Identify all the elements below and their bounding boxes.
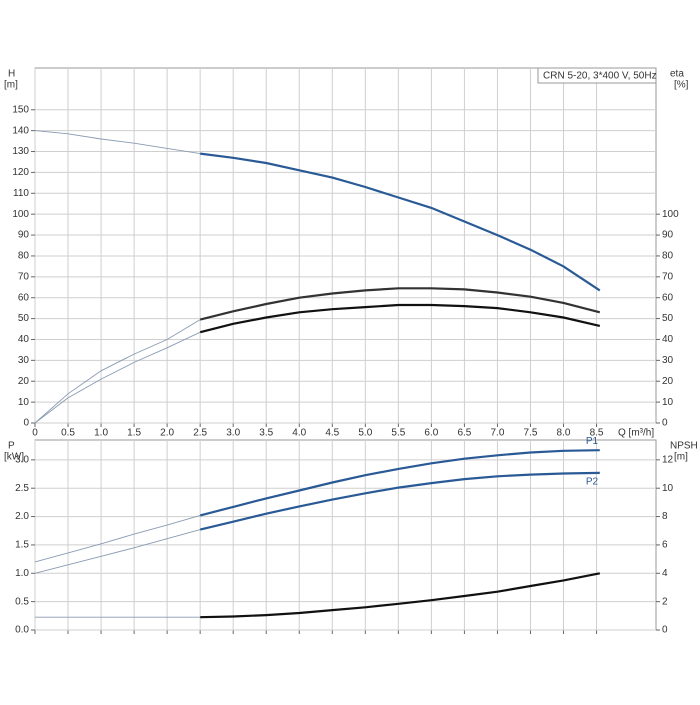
y2-tick-label: 2 bbox=[662, 596, 668, 607]
curve-thin bbox=[34, 514, 201, 563]
curve bbox=[199, 287, 601, 321]
curve-thin bbox=[34, 130, 201, 155]
x-tick-label: 5.5 bbox=[391, 428, 405, 439]
y-tick-label: 3.0 bbox=[15, 454, 29, 465]
y-tick-label: 0 bbox=[23, 418, 29, 429]
y2-axis-unit: [%] bbox=[674, 80, 689, 91]
y2-tick-label: 20 bbox=[662, 376, 674, 387]
y-tick-label: 110 bbox=[13, 188, 29, 199]
curve bbox=[200, 572, 601, 619]
y2-tick-label: 10 bbox=[662, 483, 674, 494]
y-tick-label: 70 bbox=[18, 271, 30, 282]
y-tick-label: 100 bbox=[12, 209, 29, 220]
y-tick-label: 60 bbox=[18, 292, 30, 303]
y-tick-label: 30 bbox=[18, 355, 30, 366]
y2-tick-label: 0 bbox=[662, 625, 668, 636]
y2-tick-label: 60 bbox=[662, 292, 674, 303]
y2-tick-label: 90 bbox=[662, 230, 674, 241]
x-tick-label: 4.0 bbox=[292, 428, 306, 439]
x-tick-label: 8.5 bbox=[590, 428, 604, 439]
y2-tick-label: 70 bbox=[662, 271, 674, 282]
x-tick-label: 7.0 bbox=[490, 428, 504, 439]
y-tick-label: 2.0 bbox=[15, 511, 29, 522]
x-tick-label: 1.0 bbox=[94, 428, 108, 439]
y-axis-label: P bbox=[8, 441, 15, 452]
y-tick-label: 140 bbox=[12, 125, 29, 136]
y2-tick-label: 30 bbox=[662, 355, 674, 366]
curve-thin bbox=[34, 331, 201, 424]
series-label: P2 bbox=[586, 477, 599, 488]
y-tick-label: 120 bbox=[12, 167, 29, 178]
y2-tick-label: 100 bbox=[662, 209, 679, 220]
y2-axis-label: eta bbox=[670, 69, 684, 80]
x-tick-label: 1.5 bbox=[127, 428, 141, 439]
annotation: CRN 5-20, 3*400 V, 50Hz bbox=[543, 71, 657, 82]
y2-tick-label: 0 bbox=[662, 418, 668, 429]
plot-frame bbox=[34, 67, 657, 424]
y-tick-label: 20 bbox=[18, 376, 30, 387]
x-tick-label: 3.0 bbox=[226, 428, 240, 439]
x-tick-label: 6.0 bbox=[424, 428, 438, 439]
x-tick-label: 6.5 bbox=[457, 428, 471, 439]
y2-tick-label: 40 bbox=[662, 334, 674, 345]
y2-tick-label: 12 bbox=[662, 454, 674, 465]
y2-axis-unit: [m] bbox=[674, 452, 688, 463]
x-tick-label: 0.5 bbox=[61, 428, 75, 439]
curve bbox=[199, 471, 600, 531]
y2-axis-label: NPSH bbox=[670, 441, 698, 452]
y-tick-label: 40 bbox=[18, 334, 30, 345]
x-tick-label: 7.5 bbox=[524, 428, 538, 439]
x-tick-label: 3.5 bbox=[259, 428, 273, 439]
y2-tick-label: 50 bbox=[662, 313, 674, 324]
y-axis-unit: [m] bbox=[4, 80, 18, 91]
curve-thin bbox=[34, 319, 201, 424]
y-tick-label: 50 bbox=[18, 313, 30, 324]
y-tick-label: 90 bbox=[18, 230, 30, 241]
y-tick-label: 0.0 bbox=[15, 625, 29, 636]
y2-tick-label: 80 bbox=[662, 251, 674, 262]
y-tick-label: 10 bbox=[18, 397, 30, 408]
x-tick-label: 4.5 bbox=[325, 428, 339, 439]
y2-tick-label: 4 bbox=[662, 568, 668, 579]
y-tick-label: 150 bbox=[12, 104, 29, 115]
y2-tick-label: 10 bbox=[662, 397, 674, 408]
curve bbox=[199, 449, 600, 517]
x-tick-label: 2.0 bbox=[160, 428, 174, 439]
x-tick-label: 0 bbox=[32, 428, 38, 439]
annotation-box bbox=[537, 67, 657, 84]
x-tick-label: 5.0 bbox=[358, 428, 372, 439]
x-tick-label: 8.0 bbox=[557, 428, 571, 439]
y-axis-label: H bbox=[8, 69, 15, 80]
y-tick-label: 2.5 bbox=[15, 483, 29, 494]
y2-tick-label: 8 bbox=[662, 511, 668, 522]
y-tick-label: 80 bbox=[18, 251, 30, 262]
y-tick-label: 130 bbox=[12, 146, 29, 157]
curve bbox=[199, 303, 601, 334]
x-axis-label: Q [m³/h] bbox=[618, 428, 654, 439]
y2-tick-label: 6 bbox=[662, 540, 668, 551]
x-tick-label: 2.5 bbox=[193, 428, 207, 439]
curve bbox=[200, 152, 601, 292]
series-label: P1 bbox=[586, 436, 599, 447]
curve-thin bbox=[34, 529, 201, 574]
y-tick-label: 1.5 bbox=[15, 540, 29, 551]
y-axis-unit: [kW] bbox=[4, 452, 24, 463]
y-tick-label: 1.0 bbox=[15, 568, 29, 579]
y-tick-label: 0.5 bbox=[15, 596, 29, 607]
